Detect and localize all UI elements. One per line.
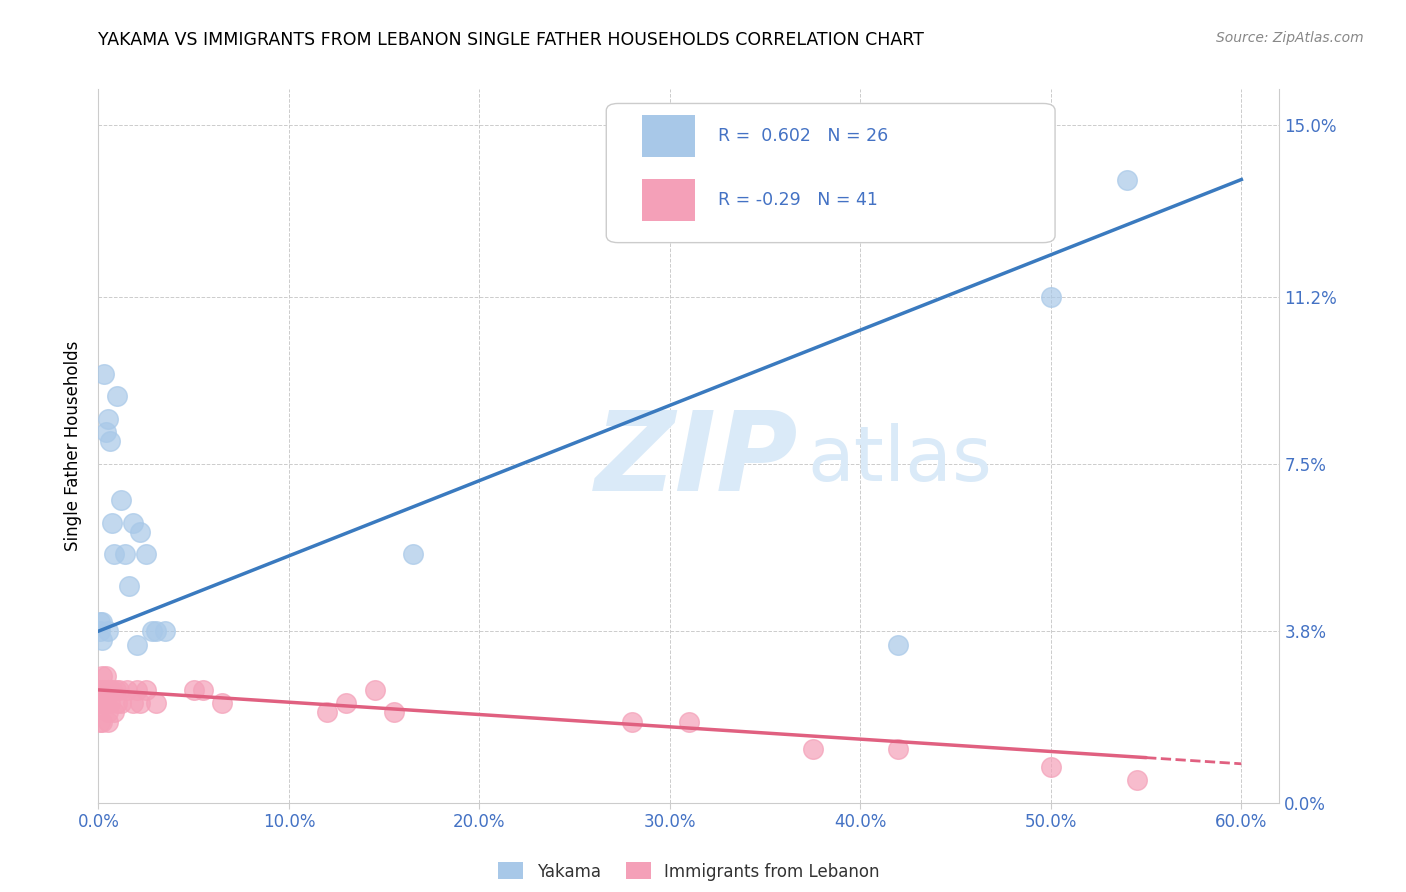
Point [93, 367, 115, 381]
Point [97, 682, 120, 697]
Point [94, 425, 117, 440]
Point [93, 682, 115, 697]
Point [363, 682, 385, 697]
Point [678, 714, 700, 729]
Point [121, 697, 143, 711]
Point [211, 697, 233, 711]
Point [107, 389, 129, 403]
Point [108, 682, 131, 697]
Point [193, 682, 215, 697]
Point [97, 412, 120, 426]
Point [103, 548, 125, 562]
Point [100, 516, 122, 530]
Point [335, 697, 357, 711]
Point [97, 624, 120, 639]
Point [98, 697, 121, 711]
FancyBboxPatch shape [641, 179, 695, 221]
Point [114, 548, 136, 562]
Point [91, 615, 114, 629]
Point [402, 548, 425, 562]
Text: R =  0.602   N = 26: R = 0.602 N = 26 [718, 127, 889, 145]
Text: atlas: atlas [807, 424, 991, 497]
Point [801, 741, 824, 756]
Text: YAKAMA VS IMMIGRANTS FROM LEBANON SINGLE FATHER HOUSEHOLDS CORRELATION CHART: YAKAMA VS IMMIGRANTS FROM LEBANON SINGLE… [98, 31, 924, 49]
Point [100, 682, 122, 697]
Point [103, 706, 125, 720]
Point [1039, 290, 1062, 304]
Point [89, 697, 111, 711]
Point [91, 669, 114, 683]
Point [1039, 759, 1062, 773]
Point [316, 706, 339, 720]
Point [135, 548, 157, 562]
Point [89, 682, 111, 697]
Point [91, 682, 114, 697]
Point [110, 493, 132, 508]
Point [94, 669, 117, 683]
Point [129, 524, 152, 539]
Point [887, 741, 910, 756]
Point [145, 697, 167, 711]
Point [89, 624, 111, 639]
Text: R = -0.29   N = 41: R = -0.29 N = 41 [718, 191, 879, 209]
FancyBboxPatch shape [606, 103, 1054, 243]
Point [89, 615, 111, 629]
Point [145, 624, 167, 639]
Point [97, 706, 120, 720]
Point [125, 638, 148, 652]
Point [1116, 172, 1139, 186]
FancyBboxPatch shape [641, 115, 695, 157]
Y-axis label: Single Father Households: Single Father Households [65, 341, 83, 551]
Point [97, 714, 120, 729]
Point [118, 579, 141, 593]
Point [121, 516, 143, 530]
Point [183, 682, 205, 697]
Point [153, 624, 176, 639]
Point [91, 697, 114, 711]
Point [382, 706, 405, 720]
Point [98, 682, 121, 697]
Point [135, 682, 157, 697]
Point [110, 697, 132, 711]
Point [887, 638, 910, 652]
Point [89, 714, 111, 729]
Point [115, 682, 138, 697]
Point [129, 697, 152, 711]
Point [93, 697, 115, 711]
Point [125, 682, 148, 697]
Text: ZIP: ZIP [595, 407, 799, 514]
Point [91, 633, 114, 648]
Point [620, 714, 643, 729]
Point [141, 624, 163, 639]
Point [104, 682, 127, 697]
Legend: Yakama, Immigrants from Lebanon: Yakama, Immigrants from Lebanon [492, 855, 886, 888]
Point [98, 434, 121, 449]
Point [107, 697, 129, 711]
Point [94, 697, 117, 711]
Point [1125, 773, 1147, 788]
Text: Source: ZipAtlas.com: Source: ZipAtlas.com [1216, 31, 1364, 45]
Point [91, 714, 114, 729]
